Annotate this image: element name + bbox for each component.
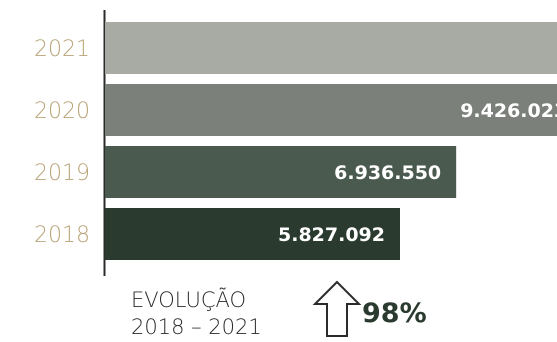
data-label-2018: 5.827.092 (278, 224, 385, 246)
arrow-up-outline-icon (312, 280, 362, 337)
bar-2021 (105, 22, 557, 74)
bars-group: 2021 11.562.410 2020 9.426.023 2019 6.936.550… (34, 22, 557, 260)
evolution-caption-line2: 2018 – 2021 (131, 315, 262, 339)
bar-2019 (105, 146, 457, 198)
evolution-value: 98% (362, 298, 427, 329)
bar-2020 (105, 84, 557, 136)
tick-label-2020: 2020 (34, 99, 90, 124)
evolution-summary: EVOLUÇÃO 2018 – 2021 98% (131, 280, 427, 339)
tick-label-2019: 2019 (34, 161, 90, 186)
data-label-2019: 6.936.550 (334, 162, 441, 184)
evolution-caption-line1: EVOLUÇÃO (131, 287, 246, 312)
data-label-2020: 9.426.023 (460, 100, 557, 122)
bar-2018 (105, 208, 400, 260)
tick-label-2021: 2021 (34, 37, 90, 62)
tick-label-2018: 2018 (34, 223, 90, 248)
data-label-2021: 11.562.410 (555, 38, 557, 60)
